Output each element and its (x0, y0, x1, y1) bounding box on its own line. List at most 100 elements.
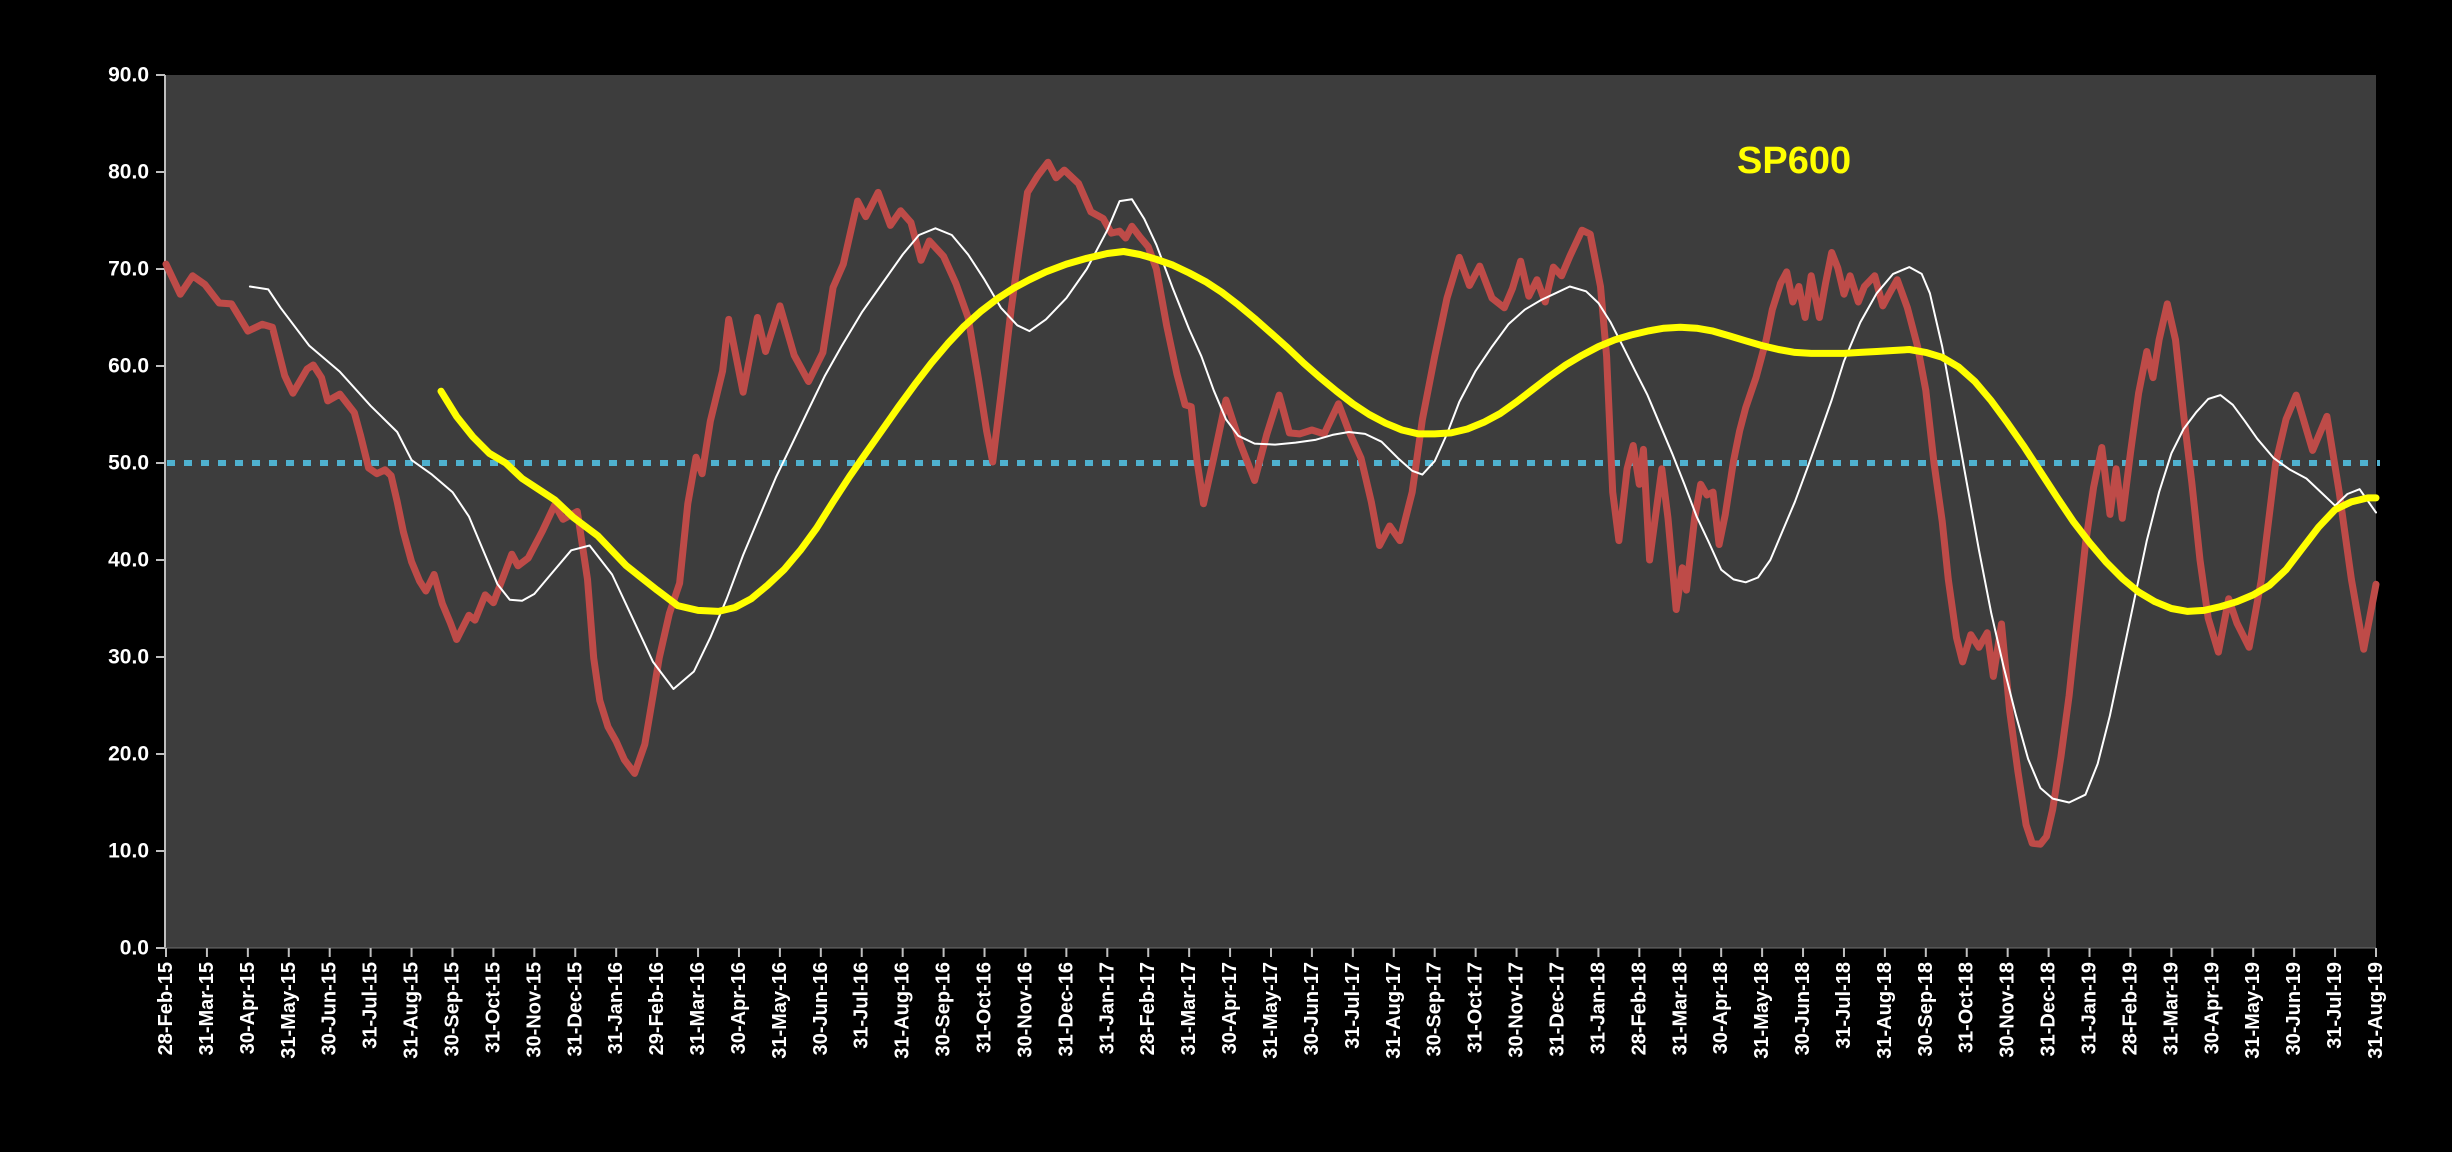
x-axis-label-slot: 30-Nov-17 (1506, 962, 1528, 1058)
x-axis-label-slot: 31-Jan-16 (605, 962, 627, 1054)
x-axis-label-slot: 31-Jan-17 (1096, 962, 1118, 1054)
x-axis: 28-Feb-15 31-Mar-15 30-Apr-15 31-May-15 30-J… (155, 947, 2387, 1059)
x-axis-label: 31-Jul-16 (851, 962, 873, 1049)
x-axis-label: 30-Nov-16 (1014, 962, 1036, 1058)
x-axis-label-slot: 31-Aug-15 (401, 962, 423, 1059)
x-axis-label: 31-Aug-15 (401, 962, 423, 1059)
x-axis-label: 29-Feb-16 (646, 962, 668, 1055)
x-axis-label-slot: 31-Mar-15 (196, 962, 218, 1055)
x-axis-label-slot: 28-Feb-19 (2119, 962, 2141, 1055)
x-axis-label: 31-May-16 (769, 962, 791, 1059)
x-axis-label-slot: 31-Dec-18 (2038, 962, 2060, 1057)
x-axis-label-slot: 31-Aug-19 (2365, 962, 2387, 1059)
x-axis-label-slot: 31-May-17 (1260, 962, 1282, 1059)
x-axis-label-slot: 28-Feb-15 (155, 962, 177, 1055)
x-axis-label: 31-Mar-19 (2160, 962, 2182, 1055)
y-axis-label: 90.0 (108, 64, 149, 87)
x-axis-label: 31-Oct-16 (974, 962, 996, 1053)
x-axis-label: 31-Oct-18 (1956, 962, 1978, 1053)
x-axis-label-slot: 31-Jul-15 (360, 962, 382, 1049)
x-axis-label: 30-Jun-16 (810, 962, 832, 1055)
x-axis-label: 30-Apr-17 (1219, 962, 1241, 1054)
x-axis-label-slot: 31-Mar-18 (1669, 962, 1691, 1055)
x-axis-label-slot: 30-Sep-18 (1915, 962, 1937, 1057)
x-axis-label-slot: 30-Sep-17 (1424, 962, 1446, 1057)
x-axis-label: 30-Nov-18 (1997, 962, 2019, 1058)
y-axis-label: 70.0 (108, 258, 149, 281)
x-axis-label: 28-Feb-15 (155, 962, 177, 1055)
x-axis-label: 31-Jan-16 (605, 962, 627, 1054)
x-axis-label-slot: 31-Oct-18 (1956, 962, 1978, 1053)
yellow-sp600-average-line (437, 248, 2380, 615)
x-axis-label: 28-Feb-17 (1137, 962, 1159, 1055)
x-axis-label: 31-Aug-19 (2365, 962, 2387, 1059)
x-axis-label: 30-Jun-15 (319, 962, 341, 1055)
x-axis-label-slot: 31-Jul-17 (1342, 962, 1364, 1049)
y-axis-label: 80.0 (108, 161, 149, 184)
x-axis-label-slot: 31-May-16 (769, 962, 791, 1059)
x-axis-label: 31-May-19 (2242, 962, 2264, 1059)
x-axis-label: 30-Jun-19 (2283, 962, 2305, 1055)
x-axis-label: 31-Mar-15 (196, 962, 218, 1055)
y-axis-label: 20.0 (108, 743, 149, 766)
x-axis-label-slot: 30-Sep-16 (933, 962, 955, 1057)
x-axis-label: 31-May-18 (1751, 962, 1773, 1059)
x-axis-label-slot: 28-Feb-17 (1137, 962, 1159, 1055)
x-axis-label: 31-Mar-17 (1178, 962, 1200, 1055)
y-axis-label: 50.0 (108, 452, 149, 475)
x-axis-label: 31-Aug-17 (1383, 962, 1405, 1059)
x-axis-label-slot: 30-Nov-15 (523, 962, 545, 1058)
x-axis-label: 30-Sep-17 (1424, 962, 1446, 1057)
x-axis-label-slot: 31-Dec-16 (1055, 962, 1077, 1057)
x-axis-label: 31-Aug-18 (1874, 962, 1896, 1059)
plot-area (165, 75, 2376, 948)
x-axis-label-slot: 30-Nov-18 (1997, 962, 2019, 1058)
x-axis-label-slot: 30-Jun-17 (1301, 962, 1323, 1055)
y-axis-label: 10.0 (108, 840, 149, 863)
x-axis-label: 30-Sep-15 (441, 962, 463, 1057)
x-axis-label: 31-Jul-18 (1833, 962, 1855, 1049)
x-axis-label-slot: 31-Oct-16 (974, 962, 996, 1053)
x-axis-label-slot: 31-Jul-16 (851, 962, 873, 1049)
x-axis-label: 30-Apr-15 (237, 962, 259, 1054)
y-axis-label: 40.0 (108, 549, 149, 572)
series-lines-group (162, 158, 2380, 848)
x-axis-label: 30-Jun-18 (1792, 962, 1814, 1055)
x-axis-label: 31-Jul-17 (1342, 962, 1364, 1049)
x-axis-label-slot: 31-Jan-18 (1587, 962, 1609, 1054)
y-axis-label: 0.0 (120, 937, 149, 960)
x-axis-label-slot: 31-Dec-15 (564, 962, 586, 1057)
x-axis-label-slot: 30-Apr-16 (728, 962, 750, 1054)
x-axis-label-slot: 31-Aug-16 (892, 962, 914, 1059)
x-axis-label-slot: 30-Jun-15 (319, 962, 341, 1055)
x-axis-label-slot: 31-Oct-17 (1465, 962, 1487, 1053)
x-axis-label: 31-Dec-16 (1055, 962, 1077, 1057)
x-axis-label-slot: 29-Feb-16 (646, 962, 668, 1055)
x-axis-label: 30-Sep-18 (1915, 962, 1937, 1057)
x-axis-label: 30-Apr-16 (728, 962, 750, 1054)
y-axis-label: 30.0 (108, 646, 149, 669)
x-axis-label-slot: 31-Mar-19 (2160, 962, 2182, 1055)
x-axis-label-slot: 30-Jun-18 (1792, 962, 1814, 1055)
x-axis-label-slot: 31-May-15 (278, 962, 300, 1059)
y-axis: 90.0 80.0 70.0 60.0 50.0 40.0 30.0 20.0 10.0 0.0 (108, 64, 166, 960)
x-axis-label-slot: 30-Jun-16 (810, 962, 832, 1055)
x-axis-label: 30-Jun-17 (1301, 962, 1323, 1055)
x-axis-label: 31-Dec-17 (1546, 962, 1568, 1057)
x-axis-label-slot: 30-Apr-19 (2201, 962, 2223, 1054)
x-axis-label: 31-Oct-17 (1465, 962, 1487, 1053)
x-axis-label-slot: 31-Jul-19 (2324, 962, 2346, 1049)
x-axis-label: 31-Mar-16 (687, 962, 709, 1055)
x-axis-label-slot: 31-Mar-16 (687, 962, 709, 1055)
x-axis-label: 31-May-17 (1260, 962, 1282, 1059)
x-axis-label: 30-Nov-17 (1506, 962, 1528, 1058)
x-axis-label: 31-Oct-15 (482, 962, 504, 1053)
x-axis-label-slot: 31-May-19 (2242, 962, 2264, 1059)
x-axis-label-slot: 30-Jun-19 (2283, 962, 2305, 1055)
x-axis-label: 31-Aug-16 (892, 962, 914, 1059)
x-axis-label-slot: 28-Feb-18 (1628, 962, 1650, 1055)
x-axis-label-slot: 31-Mar-17 (1178, 962, 1200, 1055)
x-axis-label-slot: 31-Oct-15 (482, 962, 504, 1053)
